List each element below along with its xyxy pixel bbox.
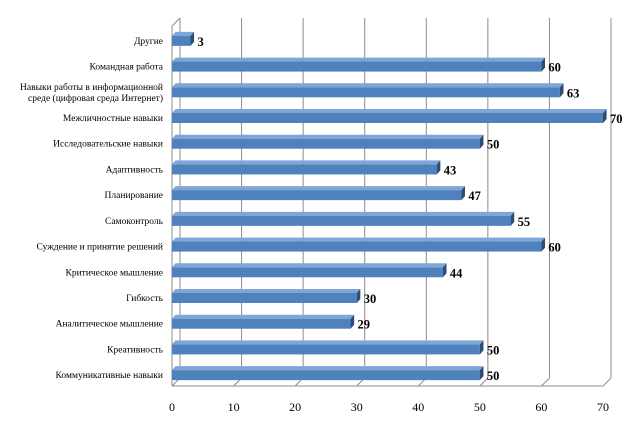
bar [172,344,480,355]
x-tick-label: 30 [351,400,363,414]
data-label: 60 [548,61,561,75]
floor-gridline [602,377,612,387]
bar-end [541,57,546,72]
bar-end [461,186,465,201]
bar-top [172,160,441,165]
bar-top [172,134,484,139]
bar-top [172,366,484,371]
data-label: 47 [468,189,481,203]
bar-end [479,134,484,149]
category-label: Креативность [107,345,164,355]
data-label: 50 [487,369,500,383]
bar [172,267,443,278]
bar [172,190,462,201]
x-tick-label: 20 [289,400,301,414]
bar [172,35,191,46]
x-tick-label: 50 [474,400,486,414]
category-label: Критическое мышление [66,268,164,278]
category-label: Командная работа [90,62,164,73]
x-tick-label: 60 [535,400,547,414]
bar [172,113,603,123]
x-tick-label: 10 [228,400,240,414]
bar-end [350,314,355,329]
category-label: Другие [134,37,163,47]
bar [172,241,542,252]
bar [172,164,437,175]
data-label: 29 [358,318,371,332]
bar-end [479,340,484,355]
bar-end [510,211,515,226]
bar [172,370,480,381]
floor-gridline [479,377,489,387]
bar-top [172,237,546,242]
data-label: 43 [444,163,457,177]
data-label: 50 [487,138,500,152]
bar-end [436,160,441,175]
x-tick-label: 40 [412,400,424,414]
bar-end [541,237,546,252]
bar-top [172,186,465,191]
data-label: 50 [487,343,500,357]
category-label: Гибкость [126,293,164,304]
data-label: 63 [567,86,580,100]
left-wall-top-edge [171,17,181,27]
category-label: Планирование [105,191,163,201]
bar [172,61,542,72]
category-label: Суждение и принятие решений [36,242,163,253]
category-label: Самоконтроль [105,217,164,227]
bar [172,293,357,303]
bar-end [190,31,195,46]
bar-top [172,314,355,319]
category-label: Адаптивность [106,165,164,175]
data-label: 3 [197,35,203,49]
bar-end [479,366,484,381]
bar-top [172,289,361,293]
bar-top [172,31,195,36]
category-label: Навыки работы в информационной среде (циф… [20,82,163,104]
category-label: Аналитическое мышление [56,320,163,330]
bar [172,87,560,98]
bar-top [172,83,564,88]
bar-top [172,263,447,268]
category-label: Исследовательские навыки [53,140,163,150]
data-label: 70 [610,112,623,126]
data-label: 55 [518,215,531,229]
bar-end [442,263,447,278]
bar-top [172,340,484,345]
data-label: 44 [450,266,463,280]
bar [172,215,511,226]
data-label: 30 [364,292,377,306]
category-label: Коммуникативные навыки [56,371,163,381]
category-label: Межличностные навыки [63,114,163,124]
data-label: 60 [548,241,561,255]
bar-end [356,289,361,303]
floor-gridline [541,377,550,387]
bar [172,138,480,149]
x-tick-label: 70 [597,400,609,414]
x-tick-label: 0 [169,400,175,414]
bar-top [172,211,515,216]
bar-top [172,109,607,113]
bar-end [559,83,564,98]
bar [172,318,351,329]
bar-end [603,109,607,123]
bar-top [172,57,546,62]
